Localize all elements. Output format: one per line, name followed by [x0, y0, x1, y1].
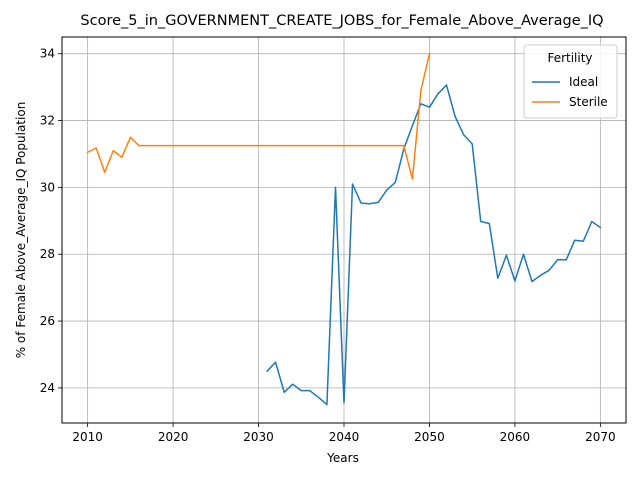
x-axis-ticks: 2010 2020 2030 2040 2050 2060 2070: [72, 423, 615, 444]
y-tick-label: 26: [40, 314, 55, 328]
legend-label-ideal: Ideal: [569, 75, 598, 89]
y-axis-ticks: 24 26 28 30 32 34: [40, 47, 62, 395]
x-tick-label: 2010: [72, 430, 103, 444]
x-tick-label: 2030: [243, 430, 274, 444]
x-tick-label: 2040: [329, 430, 360, 444]
chart-title: Score_5_in_GOVERNMENT_CREATE_JOBS_for_Fe…: [80, 13, 603, 29]
legend-label-sterile: Sterile: [569, 95, 608, 109]
y-tick-label: 28: [40, 247, 55, 261]
y-tick-label: 34: [40, 47, 55, 61]
x-tick-label: 2050: [414, 430, 445, 444]
y-tick-label: 24: [40, 381, 55, 395]
x-tick-label: 2060: [500, 430, 531, 444]
y-tick-label: 30: [40, 180, 55, 194]
y-tick-label: 32: [40, 114, 55, 128]
x-tick-label: 2070: [585, 430, 616, 444]
series-line-ideal: [267, 85, 600, 405]
y-axis-label: % of Female Above_Average_IQ Population: [14, 102, 28, 359]
x-tick-label: 2020: [158, 430, 189, 444]
x-axis-label: Years: [326, 451, 359, 465]
legend-title: Fertility: [547, 51, 592, 65]
legend: Fertility Ideal Sterile: [524, 45, 617, 118]
